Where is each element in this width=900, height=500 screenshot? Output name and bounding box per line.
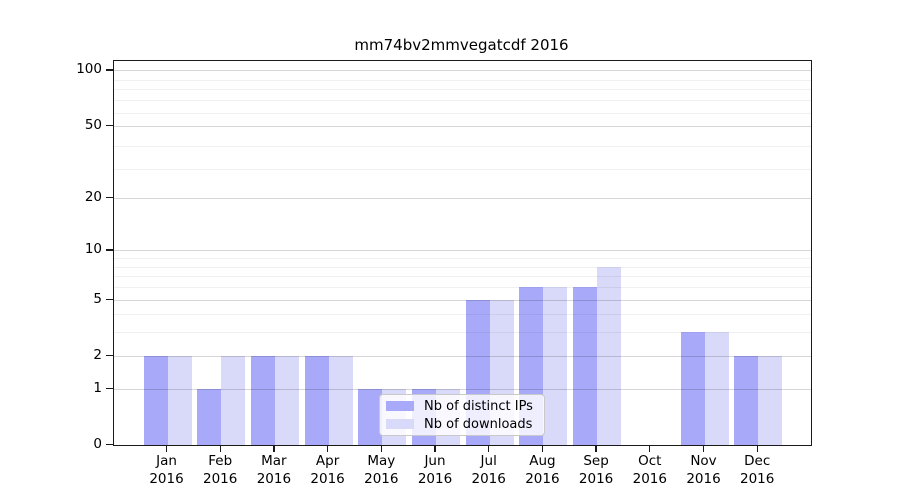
x-tick — [702, 445, 705, 452]
x-tick-label: Jul 2016 — [471, 453, 506, 487]
x-tick-label: Aug 2016 — [525, 453, 560, 487]
legend-label-distinct-ips: Nb of distinct IPs — [424, 398, 533, 414]
x-tick — [756, 445, 758, 452]
x-tick-label: Nov 2016 — [686, 453, 721, 487]
major-gridline — [114, 125, 811, 127]
bar-ips-dec — [734, 355, 759, 445]
y-tick — [106, 298, 113, 300]
x-tick — [434, 445, 436, 452]
bar-dl-aug — [543, 287, 568, 445]
minor-gridline — [114, 145, 811, 147]
x-tick — [326, 445, 329, 452]
bar-ips-apr — [304, 355, 329, 445]
bar-ips-jan — [143, 355, 168, 445]
chart-title: mm74bv2mmvegatcdf 2016 — [354, 36, 569, 54]
bar-ips-feb — [197, 388, 222, 445]
y-tick — [106, 444, 113, 446]
x-tick — [273, 445, 275, 452]
bar-dl-nov — [704, 332, 729, 445]
minor-gridline — [114, 266, 811, 268]
bar-dl-sep — [597, 266, 622, 445]
minor-gridline — [114, 276, 811, 278]
y-tick — [106, 69, 113, 71]
x-tick-label: May 2016 — [364, 453, 399, 487]
x-tick-label: Jan 2016 — [149, 453, 184, 487]
x-tick-label: Jun 2016 — [417, 453, 453, 487]
bar-dl-jan — [167, 355, 192, 445]
y-tick-label: 0 — [93, 436, 102, 452]
bar-dl-dec — [758, 355, 783, 445]
x-tick-label: Apr 2016 — [310, 453, 345, 487]
legend-item-downloads: Nb of downloads — [386, 415, 544, 433]
y-tick-label: 10 — [84, 241, 102, 258]
x-tick-label: Feb 2016 — [203, 453, 238, 487]
downloads-swatch-icon — [386, 419, 414, 429]
minor-gridline — [114, 258, 811, 260]
x-tick — [380, 445, 382, 452]
major-gridline — [114, 299, 811, 301]
major-gridline — [114, 197, 811, 199]
x-tick-label: Sep 2016 — [578, 453, 614, 487]
y-tick — [106, 354, 113, 357]
y-tick-label: 20 — [84, 188, 102, 205]
bar-ips-nov — [680, 332, 705, 445]
y-tick-label: 100 — [76, 61, 102, 78]
minor-gridline — [114, 168, 811, 170]
x-tick — [165, 445, 168, 452]
x-tick — [219, 445, 221, 452]
bar-dl-apr — [328, 355, 353, 445]
x-tick — [649, 445, 651, 452]
x-tick — [541, 445, 544, 452]
bar-dl-mar — [274, 355, 299, 445]
minor-gridline — [114, 89, 811, 91]
y-tick-label: 1 — [93, 379, 102, 396]
distinct-ips-swatch-icon — [386, 401, 414, 411]
y-tick-label: 50 — [84, 116, 102, 133]
y-tick — [106, 196, 113, 199]
legend-label-downloads: Nb of downloads — [424, 416, 533, 432]
y-tick-label: 5 — [93, 290, 102, 307]
y-tick — [106, 387, 113, 390]
minor-gridline — [114, 79, 811, 81]
minor-gridline — [114, 314, 811, 316]
minor-gridline — [114, 112, 811, 114]
major-gridline — [114, 388, 811, 390]
x-tick-label: Mar 2016 — [256, 453, 292, 487]
x-tick-label: Dec 2016 — [740, 453, 775, 487]
x-tick — [488, 445, 490, 452]
minor-gridline — [114, 332, 811, 334]
bar-ips-may — [358, 388, 383, 445]
major-gridline — [114, 355, 811, 357]
major-gridline — [114, 250, 811, 252]
plot-area — [113, 60, 812, 446]
bar-ips-sep — [573, 287, 598, 445]
y-tick-label: 2 — [93, 346, 102, 363]
legend-item-distinct-ips: Nb of distinct IPs — [386, 397, 544, 415]
x-tick — [595, 445, 597, 452]
legend: Nb of distinct IPs Nb of downloads — [379, 394, 545, 436]
major-gridline — [114, 70, 811, 72]
minor-gridline — [114, 287, 811, 289]
minor-gridline — [114, 100, 811, 102]
y-tick — [106, 249, 113, 251]
x-tick-label: Oct 2016 — [632, 453, 667, 487]
bar-dl-feb — [221, 355, 246, 445]
y-tick — [106, 124, 113, 127]
bar-ips-mar — [250, 355, 275, 445]
